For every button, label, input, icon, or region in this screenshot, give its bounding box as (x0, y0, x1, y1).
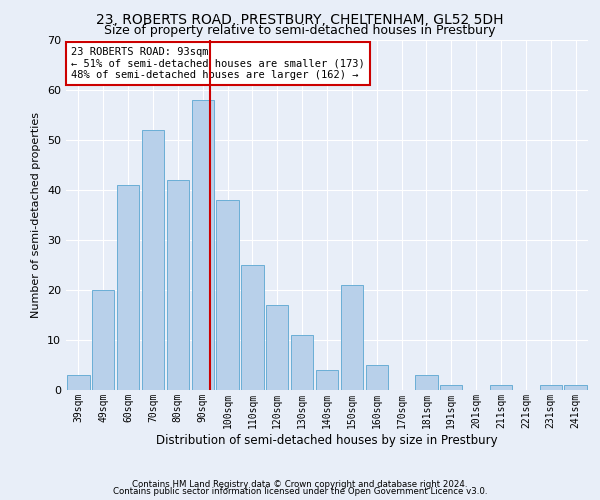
Bar (266, 305, 289, 390)
Text: 23 ROBERTS ROAD: 93sqm
← 51% of semi-detached houses are smaller (173)
48% of se: 23 ROBERTS ROAD: 93sqm ← 51% of semi-det… (71, 47, 365, 80)
Text: Contains HM Land Registry data © Crown copyright and database right 2024.: Contains HM Land Registry data © Crown c… (132, 480, 468, 489)
Y-axis label: Number of semi-detached properties: Number of semi-detached properties (31, 112, 41, 318)
Bar (565, 385, 587, 390)
Bar (440, 385, 463, 390)
Bar (415, 375, 437, 390)
Bar (67, 375, 89, 390)
Bar (316, 370, 338, 390)
X-axis label: Distribution of semi-detached houses by size in Prestbury: Distribution of semi-detached houses by … (156, 434, 498, 446)
Bar (142, 130, 164, 390)
Bar (341, 285, 363, 390)
Bar (241, 265, 263, 390)
Bar (117, 185, 139, 390)
Bar (217, 200, 239, 390)
Bar (191, 100, 214, 390)
Text: Contains public sector information licensed under the Open Government Licence v3: Contains public sector information licen… (113, 488, 487, 496)
Bar (167, 180, 189, 390)
Text: 23, ROBERTS ROAD, PRESTBURY, CHELTENHAM, GL52 5DH: 23, ROBERTS ROAD, PRESTBURY, CHELTENHAM,… (96, 12, 504, 26)
Bar (291, 335, 313, 390)
Bar (92, 290, 115, 390)
Bar (365, 365, 388, 390)
Bar (490, 385, 512, 390)
Text: Size of property relative to semi-detached houses in Prestbury: Size of property relative to semi-detach… (104, 24, 496, 37)
Bar (539, 385, 562, 390)
